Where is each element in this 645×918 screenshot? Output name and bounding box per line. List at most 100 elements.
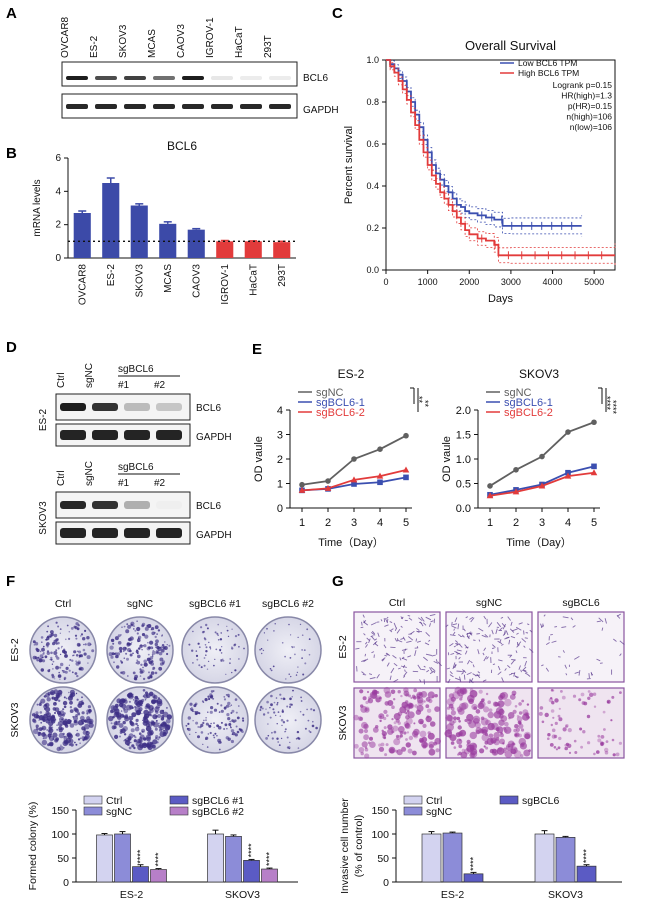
data-point — [377, 479, 383, 486]
invaded-cell — [524, 660, 528, 667]
invaded-cell — [450, 710, 456, 716]
invaded-cell — [481, 634, 487, 638]
invaded-cell — [460, 751, 468, 759]
colony — [132, 698, 135, 701]
invaded-cell — [435, 659, 438, 663]
colony — [134, 674, 139, 679]
invaded-cell — [578, 670, 581, 676]
invaded-cell — [387, 728, 394, 735]
survival-line — [386, 59, 615, 257]
data-point — [298, 486, 306, 493]
colony — [77, 660, 81, 664]
invaded-cell — [429, 721, 436, 727]
colony — [125, 629, 130, 634]
invaded-cell — [361, 671, 365, 675]
colony — [231, 671, 233, 674]
invaded-cell — [389, 675, 392, 681]
legend-entry: High BCL6 TPM — [518, 68, 579, 78]
invaded-cell — [517, 641, 522, 646]
colony — [280, 718, 284, 722]
invaded-cell — [403, 675, 406, 678]
colony — [149, 691, 154, 696]
invaded-cell — [550, 697, 553, 700]
y-tick-label: 4 — [55, 186, 61, 197]
colony — [42, 652, 45, 655]
colony — [69, 700, 73, 705]
invaded-cell — [456, 653, 460, 655]
invaded-cell — [384, 654, 388, 657]
colony — [151, 721, 155, 725]
invaded-cell — [485, 746, 489, 750]
colony — [197, 642, 200, 645]
colony — [235, 711, 238, 714]
cell-line-label: 293T — [263, 35, 274, 58]
colony — [75, 732, 80, 737]
colony — [158, 666, 163, 671]
x-tick-label: 0 — [383, 277, 388, 287]
colony — [136, 626, 141, 632]
colony — [41, 739, 48, 746]
invaded-cell — [463, 628, 466, 632]
colony — [266, 700, 269, 704]
invaded-cell — [551, 734, 557, 739]
colony — [192, 630, 194, 633]
colony — [55, 649, 58, 652]
colony — [312, 720, 314, 723]
y-tick-label: 100 — [371, 829, 389, 841]
colony — [87, 662, 89, 664]
invaded-cell — [395, 749, 399, 753]
colony — [67, 695, 73, 701]
invaded-cell — [405, 738, 408, 741]
colony — [277, 741, 280, 743]
invaded-cell — [561, 695, 566, 700]
data-point — [376, 472, 384, 479]
invaded-cell — [397, 667, 401, 670]
colony — [38, 719, 40, 721]
colony — [299, 623, 302, 626]
invaded-cell — [462, 689, 466, 693]
invaded-cell — [522, 666, 527, 672]
colony — [267, 711, 270, 714]
colony — [63, 735, 68, 740]
colony — [75, 654, 79, 657]
invaded-cell — [390, 667, 395, 674]
colony — [31, 713, 36, 717]
colony — [139, 668, 142, 671]
invaded-cell — [403, 671, 408, 677]
invaded-cell — [507, 664, 511, 669]
significance-mark: **** — [136, 849, 146, 864]
colony — [205, 623, 208, 627]
x-tick-label: 3 — [351, 517, 357, 529]
cell-line-label: HaCaT — [234, 26, 245, 58]
invaded-cell — [491, 644, 496, 648]
colony — [166, 724, 169, 727]
bar — [243, 860, 260, 883]
invaded-cell — [365, 644, 368, 648]
colony — [269, 707, 271, 709]
invaded-cell — [453, 645, 457, 648]
colony — [113, 711, 120, 718]
colony — [59, 716, 65, 723]
invaded-cell — [393, 662, 398, 667]
invaded-cell — [414, 650, 417, 657]
colony — [310, 708, 313, 711]
invaded-cell — [458, 656, 461, 660]
colony — [120, 671, 123, 674]
colony — [47, 625, 49, 628]
colony — [65, 638, 67, 641]
x-tick-label: 2000 — [459, 277, 479, 287]
colony — [218, 711, 221, 713]
invaded-cell — [502, 623, 507, 630]
lane-label: #1 — [118, 478, 130, 489]
invaded-cell — [514, 705, 518, 708]
x-tick-label: ES-2 — [120, 889, 144, 901]
colony — [64, 670, 68, 674]
colony — [84, 719, 87, 723]
colony — [147, 624, 152, 628]
invaded-cell — [562, 650, 565, 653]
invaded-cell — [619, 640, 625, 646]
x-tick-label: 5 — [591, 517, 597, 529]
blot-label-bcl6: BCL6 — [303, 73, 328, 84]
invaded-cell — [554, 698, 559, 703]
band-gapdh — [95, 104, 117, 109]
